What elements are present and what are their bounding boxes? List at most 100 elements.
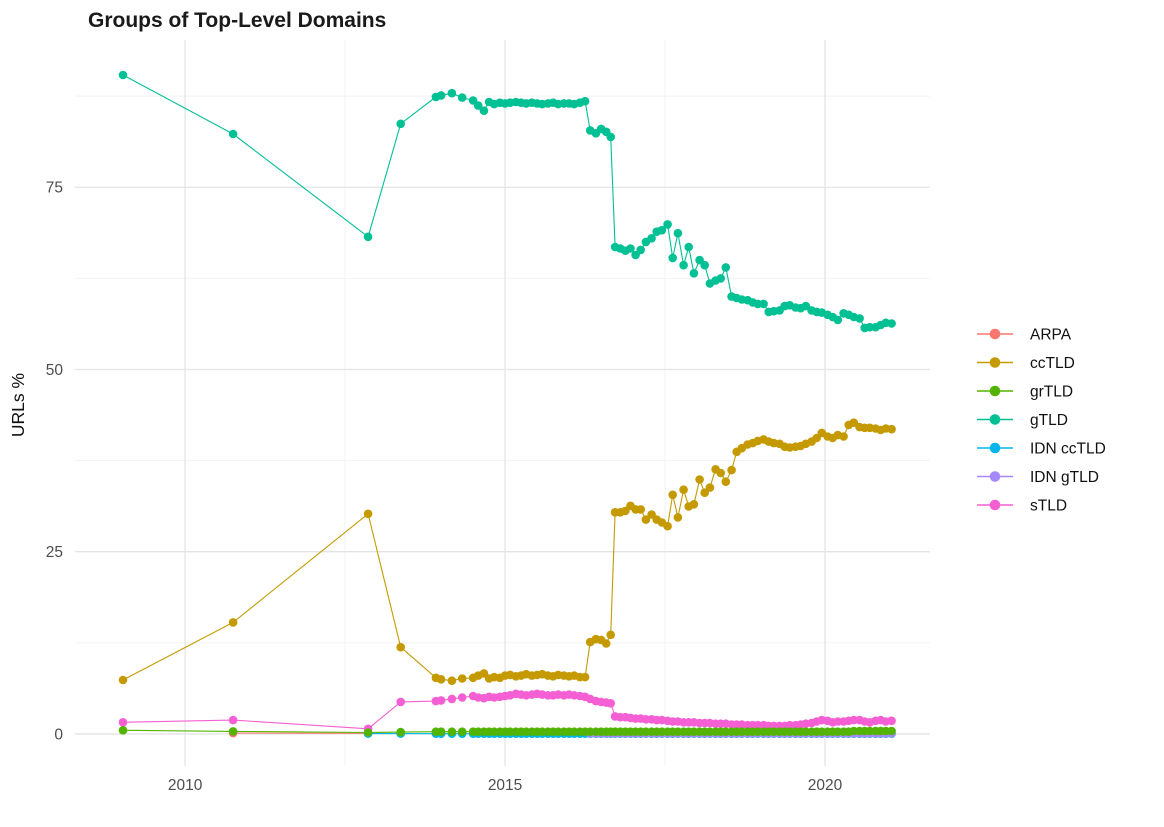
- point-grTLD: [887, 726, 896, 736]
- point-gTLD: [721, 263, 731, 272]
- legend-key-dot: [989, 414, 1001, 425]
- point-gTLD: [668, 253, 677, 263]
- point-gTLD: [606, 132, 615, 142]
- point-ccTLD: [673, 513, 683, 522]
- point-gTLD: [457, 93, 467, 102]
- legend-label: ARPA: [1030, 326, 1072, 343]
- point-gTLD: [663, 220, 672, 229]
- legend-item-IDN ccTLD: IDN ccTLD: [977, 440, 1106, 457]
- point-ccTLD: [668, 490, 677, 500]
- point-ccTLD: [663, 521, 672, 531]
- legend-key-dot: [989, 357, 1001, 368]
- point-ccTLD: [636, 505, 645, 514]
- point-grTLD: [447, 727, 457, 736]
- series-sTLD: [118, 689, 896, 734]
- point-gTLD: [855, 314, 864, 323]
- point-ccTLD: [447, 676, 457, 685]
- point-gTLD: [118, 70, 128, 80]
- point-sTLD: [396, 697, 406, 707]
- point-gTLD: [684, 242, 693, 252]
- point-ccTLD: [716, 468, 725, 478]
- series-line-gTLD: [122, 74, 892, 329]
- point-gTLD: [700, 260, 709, 270]
- legend-label: grTLD: [1030, 383, 1073, 400]
- point-sTLD: [436, 696, 446, 705]
- legend-key-dot: [989, 499, 1001, 511]
- point-gTLD: [716, 274, 725, 283]
- point-ccTLD: [727, 465, 736, 475]
- point-gTLD: [887, 319, 896, 328]
- point-ccTLD: [839, 432, 848, 441]
- point-ccTLD: [457, 674, 467, 683]
- point-gTLD: [436, 91, 446, 100]
- series-ccTLD: [118, 418, 896, 685]
- legend-label: IDN gTLD: [1030, 469, 1099, 486]
- point-gTLD: [363, 232, 373, 242]
- point-gTLD: [679, 260, 688, 270]
- point-grTLD: [436, 727, 446, 736]
- legend-item-gTLD: gTLD: [977, 412, 1068, 429]
- point-ccTLD: [695, 475, 704, 484]
- legend-label: gTLD: [1030, 412, 1068, 429]
- point-ccTLD: [118, 675, 128, 685]
- point-ccTLD: [689, 500, 699, 509]
- point-ccTLD: [721, 477, 731, 487]
- y-tick-label: 0: [54, 726, 63, 743]
- point-sTLD: [457, 693, 467, 702]
- point-ccTLD: [396, 642, 406, 652]
- point-gTLD: [473, 101, 483, 110]
- legend-item-grTLD: grTLD: [977, 383, 1073, 400]
- legend-key-dot: [989, 471, 1001, 482]
- chart-title: Groups of Top-Level Domains: [88, 9, 386, 32]
- y-axis-title: URLs %: [8, 373, 28, 437]
- point-grTLD: [396, 727, 406, 737]
- point-sTLD: [228, 715, 238, 725]
- point-ccTLD: [679, 485, 688, 495]
- point-sTLD: [887, 716, 896, 726]
- point-gTLD: [396, 119, 406, 129]
- point-ccTLD: [363, 509, 373, 519]
- y-axis-tick-labels: 0 25 50 75: [46, 180, 64, 744]
- point-gTLD: [673, 228, 683, 238]
- point-ccTLD: [580, 672, 590, 682]
- x-tick-label: 2015: [488, 777, 522, 794]
- legend-item-ccTLD: ccTLD: [977, 355, 1075, 372]
- point-ccTLD: [887, 424, 896, 434]
- point-sTLD: [606, 699, 615, 708]
- point-sTLD: [118, 718, 128, 727]
- legend-key-dot: [989, 442, 1001, 454]
- x-axis-tick-labels: 2010 2015 2020: [168, 777, 843, 794]
- y-tick-label: 50: [46, 362, 64, 379]
- point-gTLD: [447, 88, 457, 98]
- legend-key-dot: [989, 328, 1001, 340]
- point-grTLD: [118, 726, 128, 735]
- series-gTLD: [118, 70, 896, 333]
- gridlines-major: [75, 40, 930, 766]
- legend-item-sTLD: sTLD: [977, 497, 1067, 514]
- point-sTLD: [447, 694, 457, 704]
- x-tick-label: 2020: [808, 777, 843, 794]
- point-gTLD: [479, 106, 489, 115]
- point-ccTLD: [606, 630, 615, 640]
- point-ccTLD: [436, 675, 446, 684]
- legend-key-dot: [989, 385, 1001, 397]
- point-gTLD: [759, 299, 768, 309]
- point-gTLD: [626, 244, 635, 253]
- point-ccTLD: [705, 483, 715, 492]
- y-tick-label: 25: [46, 544, 63, 561]
- point-gTLD: [657, 225, 667, 235]
- point-grTLD: [457, 727, 467, 736]
- y-tick-label: 75: [46, 180, 63, 197]
- series-grTLD: [118, 726, 896, 737]
- legend-label: sTLD: [1030, 497, 1067, 514]
- series-layer: [118, 70, 896, 738]
- point-gTLD: [580, 96, 590, 106]
- point-ccTLD: [228, 618, 238, 627]
- point-gTLD: [689, 269, 699, 278]
- point-grTLD: [363, 728, 373, 737]
- point-gTLD: [636, 245, 645, 255]
- point-ccTLD: [641, 515, 651, 524]
- point-grTLD: [228, 727, 238, 736]
